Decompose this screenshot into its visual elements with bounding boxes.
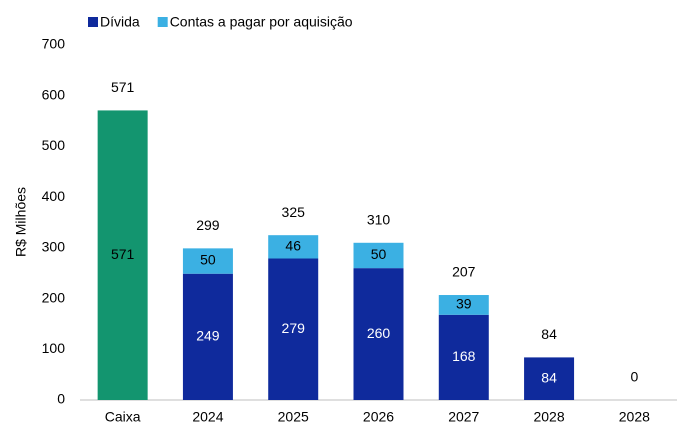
bar-segment — [353, 242, 404, 269]
legend-label: Dívida — [100, 14, 140, 30]
y-axis-label: R$ Milhões — [13, 187, 29, 257]
data-label: 168 — [452, 348, 476, 364]
bar-segment — [97, 110, 148, 401]
legend-swatch — [88, 17, 98, 27]
y-tick-label: 600 — [42, 86, 66, 102]
bar-segment — [182, 248, 233, 274]
bar-segment — [182, 273, 233, 400]
y-tick-label: 700 — [42, 36, 66, 52]
x-tick-label: 2026 — [363, 409, 394, 423]
total-label: 207 — [452, 264, 476, 280]
x-tick-label: 2028 — [619, 409, 650, 423]
data-label: 249 — [196, 328, 220, 344]
legend-label: Contas a pagar por aquisição — [170, 14, 353, 30]
data-label: 571 — [111, 246, 135, 262]
legend-swatch — [157, 17, 168, 27]
data-label: 39 — [456, 296, 472, 312]
bar-segment — [268, 258, 319, 400]
data-label: 260 — [367, 325, 391, 341]
bar-segment — [524, 357, 575, 400]
bar-segment — [353, 268, 404, 400]
data-label: 50 — [200, 252, 216, 268]
total-label: 325 — [282, 204, 306, 220]
y-tick-label: 100 — [42, 340, 66, 356]
y-tick-label: 300 — [42, 239, 66, 255]
x-tick-label: 2025 — [278, 409, 309, 423]
x-tick-label: 2027 — [448, 409, 479, 423]
data-label: 50 — [371, 246, 387, 262]
total-label: 299 — [196, 217, 220, 233]
bar-segment — [438, 314, 489, 400]
x-tick-label: 2028 — [533, 409, 564, 423]
total-label: 310 — [367, 211, 391, 227]
total-label: 0 — [630, 369, 638, 385]
bar-segment — [268, 235, 319, 259]
y-tick-label: 200 — [42, 289, 66, 305]
y-tick-label: 0 — [57, 391, 65, 407]
data-label: 84 — [541, 369, 557, 385]
data-label: 279 — [282, 320, 306, 336]
y-tick-label: 500 — [42, 137, 66, 153]
x-tick-label: 2024 — [192, 409, 223, 423]
bar-segment — [438, 295, 489, 315]
data-label: 46 — [285, 238, 301, 254]
total-label: 571 — [111, 79, 135, 95]
total-label: 84 — [541, 326, 557, 342]
y-tick-label: 400 — [42, 188, 66, 204]
x-tick-label: Caixa — [105, 409, 141, 423]
